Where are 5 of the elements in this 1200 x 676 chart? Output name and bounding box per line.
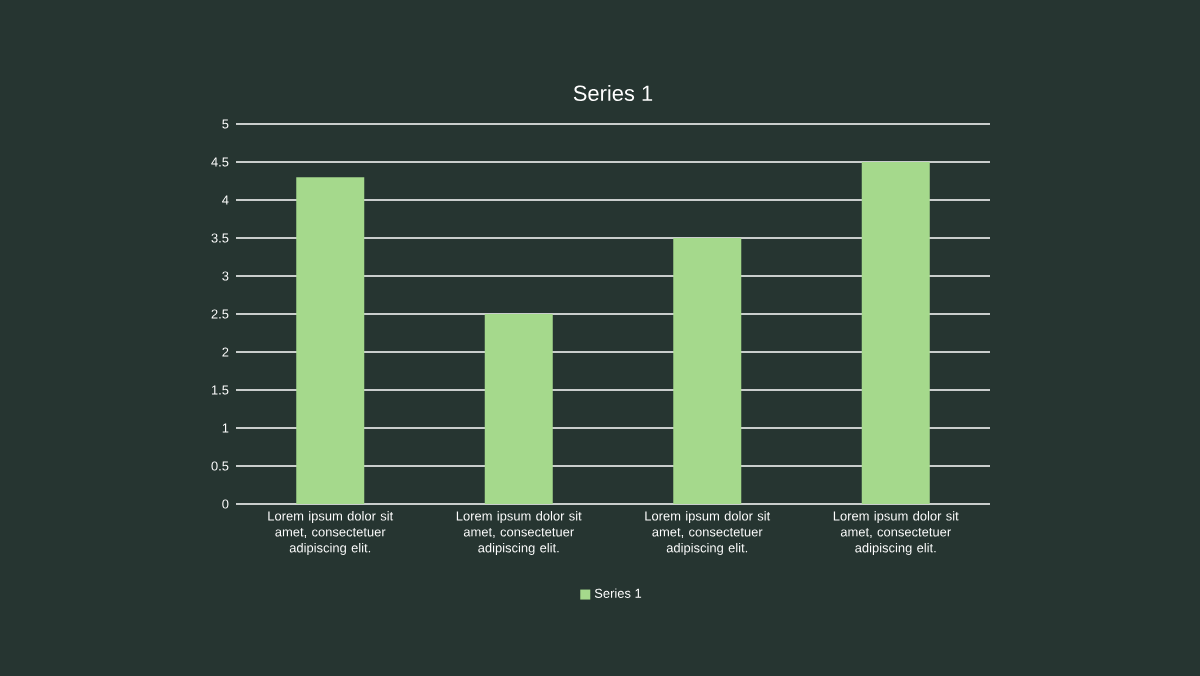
bar <box>861 162 930 504</box>
chart-title: Series 1 <box>573 84 653 102</box>
bar <box>673 238 742 504</box>
bar <box>296 177 365 504</box>
bar <box>484 314 553 504</box>
